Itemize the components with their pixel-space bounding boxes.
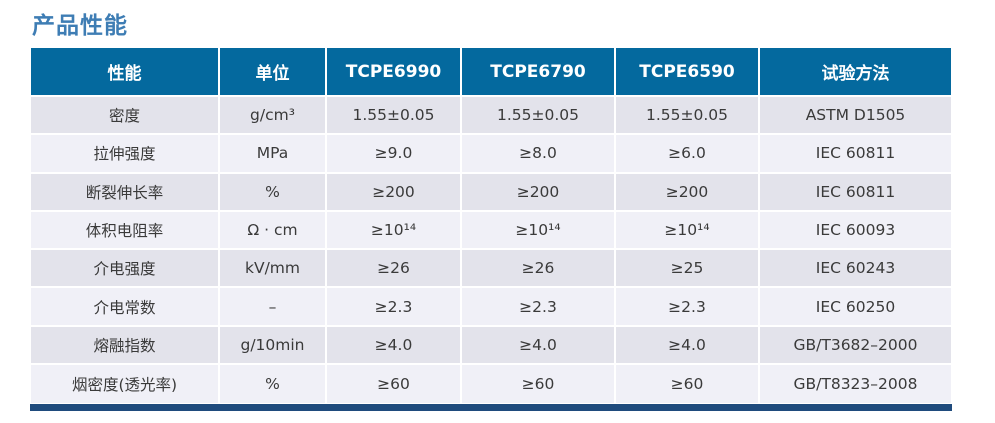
cell-test-method: IEC 60250	[760, 288, 951, 327]
cell-tcpe6790: 1.55±0.05	[462, 97, 616, 136]
header-tcpe6790: TCPE6790	[462, 48, 616, 97]
table-row-smoke-density: 烟密度(透光率) % ≥60 ≥60 ≥60 GB/T8323–2008	[31, 365, 951, 404]
cell-test-method: GB/T8323–2008	[760, 365, 951, 404]
cell-tcpe6590: ≥2.3	[616, 288, 760, 327]
table-bottom-accent-bar	[30, 404, 952, 411]
table-row-tensile-strength: 拉伸强度 MPa ≥9.0 ≥8.0 ≥6.0 IEC 60811	[31, 135, 951, 174]
cell-tcpe6790: ≥4.0	[462, 326, 616, 366]
cell-tcpe6590: ≥4.0	[616, 326, 760, 366]
cell-test-method: GB/T3682–2000	[760, 326, 951, 366]
cell-unit: Ω · cm	[220, 211, 327, 251]
cell-tcpe6790: ≥2.3	[462, 288, 616, 327]
cell-tcpe6590: ≥60	[616, 365, 760, 404]
cell-tcpe6790: ≥10¹⁴	[462, 211, 616, 251]
cell-tcpe6790: ≥200	[462, 173, 616, 212]
cell-test-method: ASTM D1505	[760, 97, 951, 136]
header-tcpe6990: TCPE6990	[327, 48, 462, 97]
cell-test-method: IEC 60811	[760, 135, 951, 174]
cell-unit: g/cm³	[220, 97, 327, 136]
table-row-melt-index: 熔融指数 g/10min ≥4.0 ≥4.0 ≥4.0 GB/T3682–200…	[31, 326, 951, 366]
cell-property: 介电强度	[31, 250, 220, 289]
cell-property: 熔融指数	[31, 326, 220, 366]
cell-tcpe6990: ≥9.0	[327, 135, 462, 174]
product-performance-table: 性能 单位 TCPE6990 TCPE6790 TCPE6590 试验方法 密度…	[31, 48, 951, 404]
cell-tcpe6990: 1.55±0.05	[327, 97, 462, 136]
table-row-dielectric-constant: 介电常数 – ≥2.3 ≥2.3 ≥2.3 IEC 60250	[31, 288, 951, 327]
cell-tcpe6990: ≥2.3	[327, 288, 462, 327]
table-row-density: 密度 g/cm³ 1.55±0.05 1.55±0.05 1.55±0.05 A…	[31, 97, 951, 136]
cell-tcpe6590: ≥200	[616, 173, 760, 212]
cell-property: 烟密度(透光率)	[31, 365, 220, 404]
header-unit: 单位	[220, 48, 327, 97]
cell-tcpe6990: ≥60	[327, 365, 462, 404]
cell-unit: %	[220, 173, 327, 212]
table-row-elongation-at-break: 断裂伸长率 % ≥200 ≥200 ≥200 IEC 60811	[31, 173, 951, 212]
cell-unit: g/10min	[220, 326, 327, 366]
cell-tcpe6590: 1.55±0.05	[616, 97, 760, 136]
cell-test-method: IEC 60093	[760, 211, 951, 251]
cell-unit: %	[220, 365, 327, 404]
cell-test-method: IEC 60243	[760, 250, 951, 289]
cell-property: 断裂伸长率	[31, 173, 220, 212]
header-test-method: 试验方法	[760, 48, 951, 97]
cell-tcpe6990: ≥200	[327, 173, 462, 212]
cell-tcpe6990: ≥4.0	[327, 326, 462, 366]
cell-property: 拉伸强度	[31, 135, 220, 174]
header-tcpe6590: TCPE6590	[616, 48, 760, 97]
cell-test-method: IEC 60811	[760, 173, 951, 212]
table-row-dielectric-strength: 介电强度 kV/mm ≥26 ≥26 ≥25 IEC 60243	[31, 250, 951, 289]
cell-unit: –	[220, 288, 327, 327]
cell-tcpe6590: ≥25	[616, 250, 760, 289]
cell-tcpe6590: ≥6.0	[616, 135, 760, 174]
header-property: 性能	[31, 48, 220, 97]
cell-property: 密度	[31, 97, 220, 136]
cell-tcpe6790: ≥60	[462, 365, 616, 404]
table-header-row: 性能 单位 TCPE6990 TCPE6790 TCPE6590 试验方法	[31, 48, 951, 97]
cell-unit: kV/mm	[220, 250, 327, 289]
cell-unit: MPa	[220, 135, 327, 174]
cell-tcpe6990: ≥26	[327, 250, 462, 289]
cell-tcpe6590: ≥10¹⁴	[616, 211, 760, 251]
page-title: 产品性能	[32, 13, 128, 39]
table-row-volume-resistivity: 体积电阻率 Ω · cm ≥10¹⁴ ≥10¹⁴ ≥10¹⁴ IEC 60093	[31, 211, 951, 251]
cell-property: 介电常数	[31, 288, 220, 327]
cell-property: 体积电阻率	[31, 211, 220, 251]
cell-tcpe6790: ≥26	[462, 250, 616, 289]
cell-tcpe6990: ≥10¹⁴	[327, 211, 462, 251]
cell-tcpe6790: ≥8.0	[462, 135, 616, 174]
